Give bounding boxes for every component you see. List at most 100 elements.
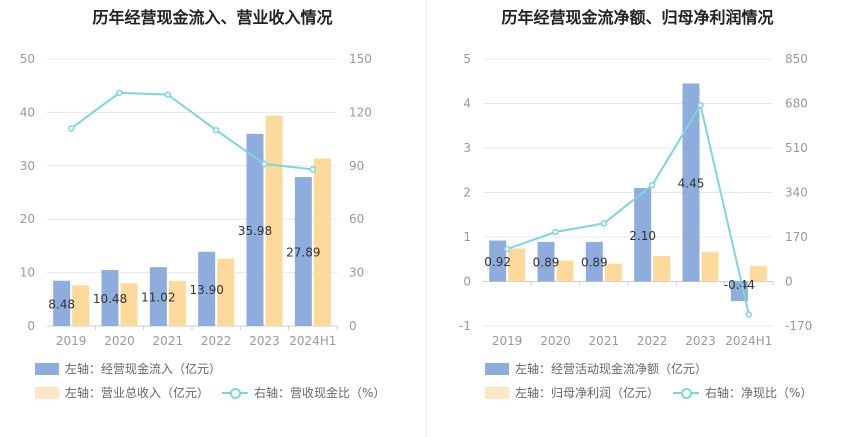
right-axis-tick: 680 bbox=[785, 97, 808, 111]
data-label: 2.10 bbox=[629, 229, 656, 243]
bar-left-series bbox=[682, 83, 700, 282]
right-axis-tick: 30 bbox=[349, 266, 364, 280]
chart-title: 历年经营现金流净额、归母净利润情况 bbox=[501, 8, 774, 27]
left-axis-tick: 0 bbox=[27, 319, 35, 333]
left-axis-tick: -1 bbox=[459, 319, 471, 333]
x-axis-tick: 2019 bbox=[56, 334, 87, 348]
chart-plot-area: -1 0 1 2 3 4 5 -170 0 170 340 510 680 850 2019 2020 2021… bbox=[459, 52, 812, 348]
legend-swatch-blue bbox=[485, 362, 509, 375]
left-axis-tick: 4 bbox=[463, 97, 471, 111]
data-label: 10.48 bbox=[93, 292, 127, 306]
left-axis-tick: 20 bbox=[20, 212, 35, 226]
right-axis-tick: 340 bbox=[785, 186, 808, 200]
legend-item-ratio[interactable]: 右轴：营收现金比（%） bbox=[222, 384, 385, 401]
panel-divider bbox=[426, 0, 427, 437]
legend-label: 左轴：经营活动现金流净额（亿元） bbox=[515, 362, 708, 376]
bar-right-series bbox=[508, 248, 526, 282]
left-axis-tick: 1 bbox=[463, 230, 471, 244]
chart-panel-cash-inflow: 历年经营现金流入、营业收入情况 0 10 20 30 40 50 0 30 60 90 120 150… bbox=[20, 8, 386, 401]
bar-left-series bbox=[246, 133, 264, 326]
bar-right-series bbox=[265, 115, 283, 326]
left-axis-tick: 10 bbox=[20, 266, 35, 280]
x-axis-tick: 2021 bbox=[153, 334, 184, 348]
ratio-point bbox=[745, 311, 753, 318]
right-axis-tick: 850 bbox=[785, 52, 808, 66]
bar-right-series bbox=[72, 285, 90, 326]
right-axis-tick: 120 bbox=[349, 105, 372, 119]
right-axis-tick: -170 bbox=[785, 319, 812, 333]
ratio-line bbox=[70, 91, 313, 171]
data-label: 8.48 bbox=[48, 297, 75, 311]
right-axis-tick: 60 bbox=[349, 212, 364, 226]
legend-item-net-cash-ratio[interactable]: 右轴：净现比（%） bbox=[673, 384, 812, 401]
left-axis-tick: 30 bbox=[20, 159, 35, 173]
bar-left-series bbox=[537, 241, 555, 282]
right-axis-tick: 0 bbox=[349, 319, 357, 333]
ratio-point bbox=[67, 125, 75, 132]
right-axis-tick: 170 bbox=[785, 230, 808, 244]
bar-left-series bbox=[634, 188, 652, 282]
legend-label: 左轴：营业总收入（亿元） bbox=[65, 386, 210, 400]
legend-label: 左轴：归母净利润（亿元） bbox=[515, 386, 660, 400]
data-label: 11.02 bbox=[141, 291, 175, 305]
x-axis-tick: 2021 bbox=[589, 334, 620, 348]
x-axis-tick: 2024H1 bbox=[289, 334, 336, 348]
bar-right-series bbox=[168, 281, 186, 326]
data-label: -0.44 bbox=[724, 278, 755, 292]
bar-right-series bbox=[556, 260, 574, 282]
left-axis-tick: 5 bbox=[463, 52, 471, 66]
x-axis-tick: 2019 bbox=[492, 334, 523, 348]
x-axis-tick: 2020 bbox=[104, 334, 135, 348]
left-axis-tick: 2 bbox=[463, 186, 471, 200]
bar-left-series bbox=[198, 251, 216, 326]
left-axis-tick: 3 bbox=[463, 141, 471, 155]
chart-plot-area: 0 10 20 30 40 50 0 30 60 90 120 150 2019 2020 2021 2022… bbox=[20, 52, 372, 348]
data-label: 35.98 bbox=[238, 224, 272, 238]
ratio-point bbox=[552, 228, 559, 236]
x-axis-tick: 2022 bbox=[201, 334, 232, 348]
bar-left-series bbox=[294, 177, 312, 326]
bar-left-series bbox=[730, 281, 748, 302]
legend-item-revenue[interactable]: 左轴：营业总收入（亿元） bbox=[35, 384, 209, 401]
right-axis-tick: 90 bbox=[349, 159, 364, 173]
legend-swatch-blue bbox=[35, 362, 59, 375]
legend-label: 右轴：净现比（%） bbox=[705, 386, 813, 400]
chart-panel-net-cash: 历年经营现金流净额、归母净利润情况 -1 0 1 2 3 4 5 -170 0 170 340 510… bbox=[425, 0, 850, 437]
bar-right-series bbox=[313, 158, 331, 326]
bar-right-series bbox=[653, 256, 671, 282]
x-axis-tick: 2023 bbox=[249, 334, 280, 348]
legend-swatch-orange bbox=[485, 386, 509, 399]
data-label: 0.89 bbox=[581, 256, 608, 270]
left-axis-tick: 0 bbox=[463, 275, 471, 289]
bar-left-series bbox=[585, 241, 603, 282]
data-label: 0.89 bbox=[533, 256, 560, 270]
bar-right-series bbox=[749, 265, 767, 282]
right-axis-tick: 150 bbox=[349, 52, 372, 66]
legend-item-net-cash[interactable]: 左轴：经营活动现金流净额（亿元） bbox=[485, 360, 707, 377]
ratio-point bbox=[261, 160, 268, 168]
x-axis-tick: 2022 bbox=[637, 334, 668, 348]
legend-label: 左轴：经营现金流入（亿元） bbox=[65, 362, 222, 376]
ratio-point bbox=[697, 101, 704, 109]
bar-right-series bbox=[701, 252, 719, 282]
left-axis-tick: 40 bbox=[20, 105, 35, 119]
legend-item-net-profit[interactable]: 左轴：归母净利润（亿元） bbox=[485, 384, 659, 401]
x-axis-tick: 2023 bbox=[685, 334, 716, 348]
x-axis-tick: 2024H1 bbox=[725, 334, 772, 348]
legend-swatch-orange bbox=[35, 386, 59, 399]
bar-left-series bbox=[489, 240, 507, 282]
ratio-point bbox=[600, 220, 608, 227]
legend-item-cash-inflow[interactable]: 左轴：经营现金流入（亿元） bbox=[35, 360, 221, 377]
x-axis-tick: 2020 bbox=[540, 334, 571, 348]
right-axis-tick: 0 bbox=[785, 275, 793, 289]
data-label: 4.45 bbox=[678, 176, 705, 190]
bar-left-series bbox=[101, 270, 119, 326]
ratio-point bbox=[648, 181, 656, 189]
data-label: 0.92 bbox=[484, 255, 511, 269]
chart-title: 历年经营现金流入、营业收入情况 bbox=[92, 8, 333, 27]
data-label: 13.90 bbox=[189, 283, 223, 297]
bar-right-series bbox=[120, 283, 138, 326]
right-axis-tick: 510 bbox=[785, 141, 808, 155]
ratio-point bbox=[212, 126, 220, 134]
legend-swatch-line bbox=[673, 387, 699, 399]
